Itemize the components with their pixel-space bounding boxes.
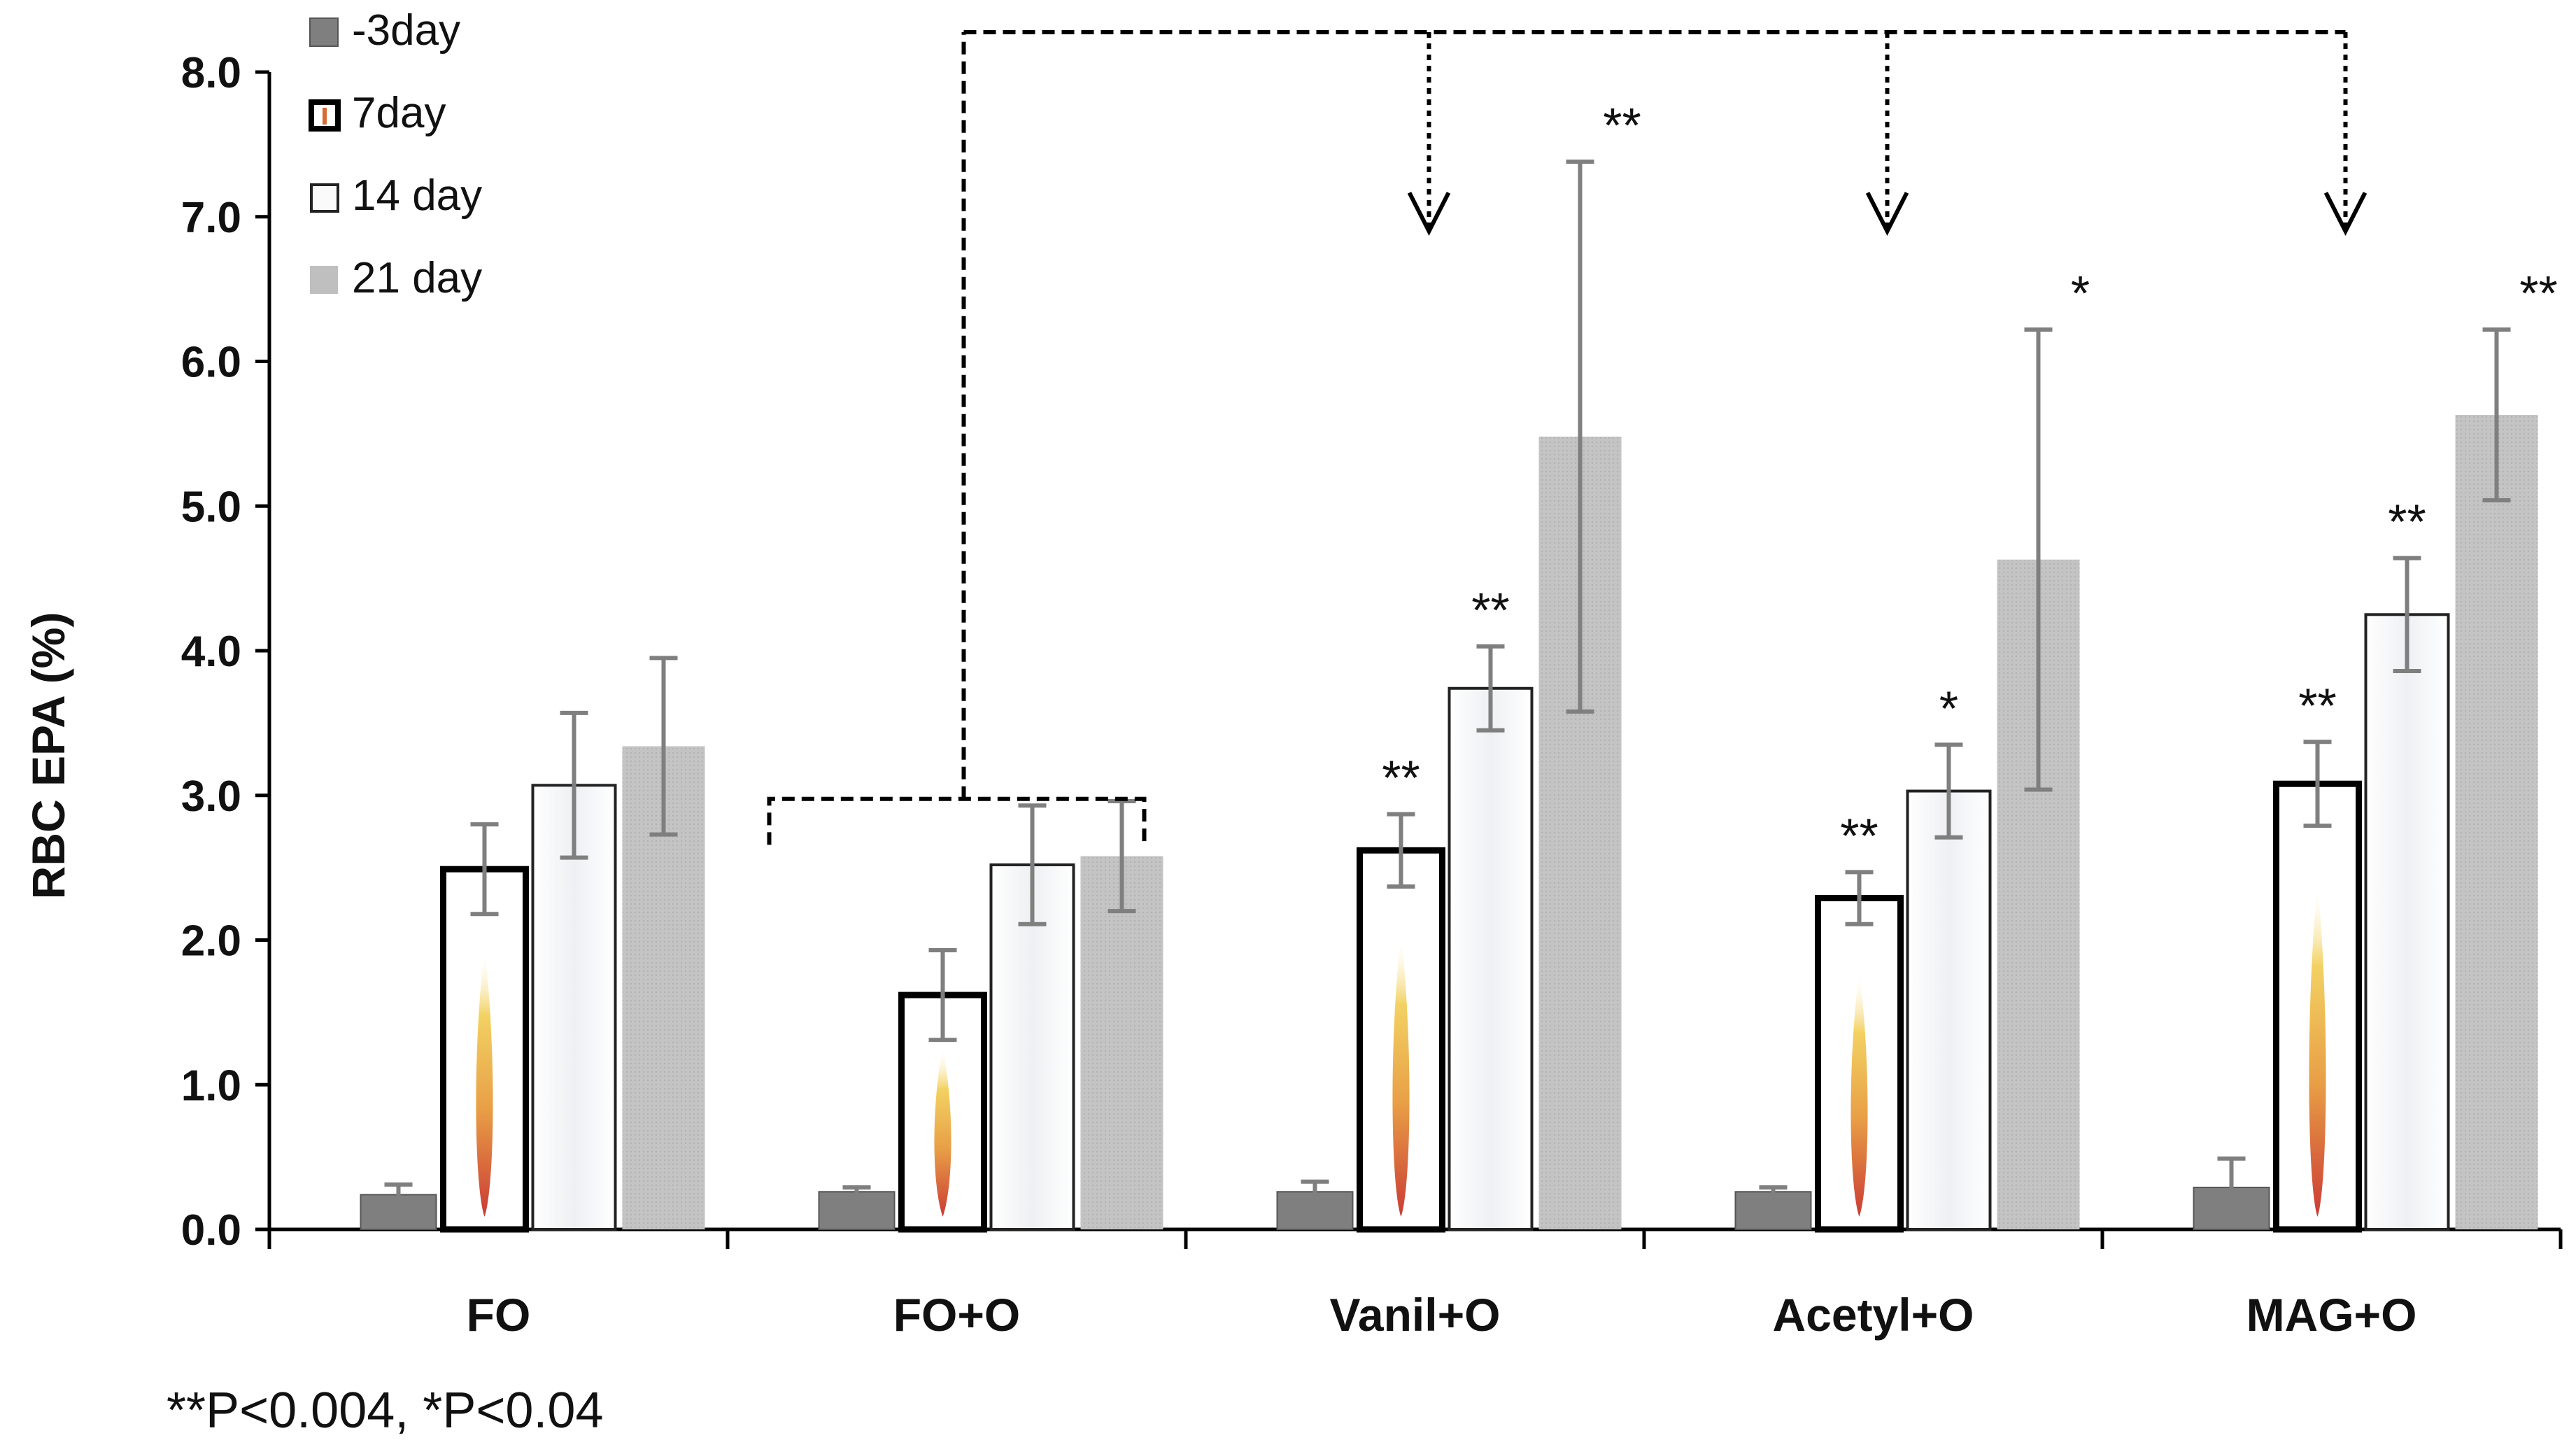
legend-item: 7day <box>309 89 446 137</box>
bracket-arrow-head <box>1407 192 1451 237</box>
error-bar <box>2024 327 2053 792</box>
error-bar <box>1845 870 1874 926</box>
bar-rect <box>1448 686 1534 1231</box>
y-tick-label: 2.0 <box>181 917 241 966</box>
significance-mark: ** <box>1471 583 1509 637</box>
error-bar <box>1301 1179 1329 1204</box>
significance-mark: ** <box>2519 266 2557 320</box>
x-tick-label: FO <box>467 1289 531 1341</box>
bar-rect <box>1080 856 1163 1229</box>
legend-label: -3day <box>352 6 460 55</box>
legend-label: 21 day <box>352 254 482 302</box>
error-bar <box>384 1182 413 1207</box>
bar-flame <box>934 1046 951 1217</box>
x-tick-label: Vanil+O <box>1330 1289 1501 1341</box>
x-tick-label: FO+O <box>893 1289 1021 1341</box>
significance-mark: * <box>2071 266 2090 320</box>
significance-mark: ** <box>2298 678 2336 733</box>
comparison-bracket <box>767 30 2368 845</box>
y-tick-label: 1.0 <box>181 1061 241 1110</box>
y-axis-label: RBC EPA (%) <box>22 612 74 900</box>
legend-label: 7day <box>352 89 446 137</box>
bar <box>1448 686 1534 1231</box>
axes: 0.0 1.0 2.0 3.0 4.0 5.0 6.0 7.0 8.0 FO FO+O Vanil+O… <box>181 49 2563 1341</box>
legend-swatch <box>309 17 339 47</box>
footnote: **P<0.004, *P<0.04 <box>167 1383 604 1439</box>
significance-marks: ************** ** <box>1382 98 2557 863</box>
x-tick-label: Acetyl+O <box>1773 1289 1974 1341</box>
bar-rect <box>2455 414 2538 1229</box>
y-tick-label: 3.0 <box>181 772 241 821</box>
bar <box>2455 414 2538 1229</box>
error-bar <box>470 822 499 917</box>
x-tick-label: MAG+O <box>2246 1289 2417 1341</box>
significance-mark: ** <box>2388 495 2426 549</box>
legend-item: 14 day <box>310 171 482 220</box>
legend-label: 14 day <box>352 171 482 220</box>
bracket-arrow-head <box>2323 192 2368 237</box>
legend-swatch-flame <box>323 108 327 125</box>
y-tick-label: 0.0 <box>181 1206 241 1255</box>
significance-mark: ** <box>1603 98 1641 153</box>
y-tick-label: 7.0 <box>181 194 241 242</box>
significance-mark: ** <box>1840 808 1878 863</box>
error-bar <box>2303 740 2332 828</box>
error-bar <box>2217 1156 2246 1219</box>
legend-swatch <box>310 183 339 213</box>
bar <box>2364 613 2450 1231</box>
bars <box>360 414 2538 1233</box>
y-tick-label: 8.0 <box>181 49 241 97</box>
bracket-base <box>767 796 1147 845</box>
bar-rect <box>1906 789 1992 1231</box>
error-bar <box>560 710 588 860</box>
bar <box>1357 847 1445 1233</box>
y-tick-label: 5.0 <box>181 483 241 531</box>
error-bar <box>1759 1185 1788 1199</box>
bar <box>440 866 529 1233</box>
bar-flame <box>476 948 493 1217</box>
error-bar <box>2482 327 2511 502</box>
legend: -3day 7day 14 day 21 day <box>309 6 482 302</box>
error-bar <box>928 947 957 1043</box>
legend-swatch <box>310 266 338 294</box>
error-bar <box>2393 556 2421 673</box>
significance-mark: * <box>1939 681 1958 735</box>
bar-flame <box>1850 970 1868 1217</box>
bar-flame <box>2309 882 2326 1217</box>
error-bar <box>1476 644 1505 733</box>
significance-mark: ** <box>1382 751 1420 805</box>
bar <box>1815 895 1904 1233</box>
bar <box>1906 789 1992 1231</box>
legend-item: 21 day <box>310 254 482 302</box>
error-bar <box>1018 803 1047 926</box>
error-bar <box>1934 742 1963 840</box>
bracket-arrow-head <box>1865 192 1909 237</box>
error-bar <box>649 656 678 837</box>
y-tick-label: 4.0 <box>181 628 241 676</box>
bar <box>2273 780 2362 1233</box>
error-bar <box>1387 812 1415 889</box>
error-bar <box>1107 799 1136 914</box>
bar <box>1080 856 1163 1229</box>
bar-flame <box>1392 933 1410 1217</box>
error-bars <box>384 160 2511 1219</box>
error-bar <box>1566 160 1594 714</box>
error-bar <box>842 1185 871 1199</box>
y-tick-label: 6.0 <box>181 339 241 387</box>
legend-item: -3day <box>309 6 460 55</box>
bar-rect <box>2364 613 2450 1231</box>
